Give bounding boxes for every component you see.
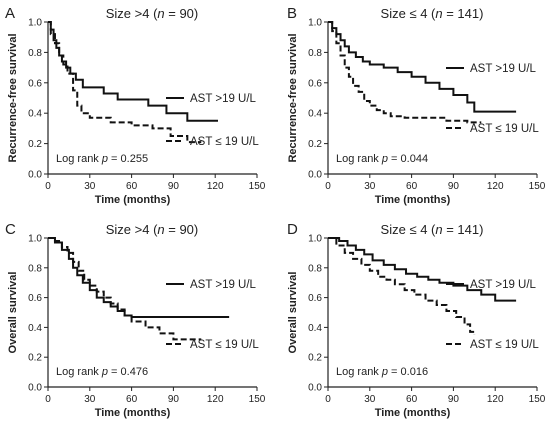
y-tick-label: 0.4	[308, 109, 322, 120]
legend-label: AST ≤ 19 U/L	[470, 123, 539, 135]
y-tick-label: 0.2	[28, 139, 42, 150]
x-axis-title: Time (months)	[95, 407, 171, 419]
panel-letter: D	[287, 221, 298, 238]
y-tick-label: 0.8	[308, 263, 322, 274]
x-tick-label: 60	[406, 181, 418, 192]
y-axis-title: Overall survival	[7, 272, 19, 354]
y-tick-label: 0.4	[28, 323, 42, 334]
legend-label: AST >19 U/L	[190, 93, 257, 105]
legend-label: AST ≤ 19 U/L	[190, 339, 259, 351]
y-axis-title: Recurrence-free survival	[287, 33, 299, 162]
panel-c: C Size >4 (n = 90) 0.0 0.2 0.4 0.6 0.8 1.0 0 30 60…	[5, 221, 266, 419]
y-axis-title: Overall survival	[287, 272, 299, 354]
x-tick-label: 90	[448, 394, 460, 405]
panel-title: Size >4 (n = 90)	[106, 6, 199, 21]
y-tick-label: 0.0	[308, 383, 322, 394]
y-tick-label: 0.2	[308, 139, 322, 150]
log-rank-annotation: Log rank p = 0.476	[56, 366, 148, 378]
log-rank-annotation: Log rank p = 0.016	[336, 366, 428, 378]
x-tick-label: 60	[126, 394, 138, 405]
x-axis-title: Time (months)	[375, 407, 451, 419]
y-tick-label: 0.4	[308, 323, 322, 334]
x-tick-label: 150	[529, 394, 546, 405]
x-tick-label: 30	[364, 181, 376, 192]
y-tick-label: 0.2	[28, 353, 42, 364]
y-tick-label: 0.6	[28, 78, 42, 89]
y-tick-label: 1.0	[28, 234, 42, 245]
x-tick-label: 30	[364, 394, 376, 405]
series-line-ast-low	[48, 21, 202, 144]
x-tick-label: 120	[207, 394, 224, 405]
x-tick-label: 0	[325, 181, 331, 192]
panel-letter: C	[5, 221, 16, 238]
x-tick-label: 30	[84, 394, 96, 405]
x-tick-label: 90	[448, 181, 460, 192]
x-tick-label: 90	[168, 181, 180, 192]
log-rank-annotation: Log rank p = 0.255	[56, 153, 148, 165]
legend-label: AST >19 U/L	[470, 279, 537, 291]
x-tick-label: 60	[406, 394, 418, 405]
x-tick-label: 90	[168, 394, 180, 405]
series-line-ast-low	[328, 21, 482, 124]
legend-label: AST >19 U/L	[470, 63, 537, 75]
y-tick-label: 0.6	[28, 293, 42, 304]
series-line-ast-high	[328, 21, 517, 113]
series-line-ast-low	[48, 237, 202, 341]
y-tick-label: 0.8	[308, 48, 322, 59]
log-rank-annotation: Log rank p = 0.044	[336, 153, 428, 165]
y-tick-label: 0.6	[308, 293, 322, 304]
x-tick-label: 150	[249, 181, 266, 192]
x-tick-label: 120	[487, 394, 504, 405]
x-tick-label: 30	[84, 181, 96, 192]
x-tick-label: 150	[249, 394, 266, 405]
panel-title: Size ≤ 4 (n = 141)	[381, 222, 484, 237]
series-line-ast-low	[328, 237, 476, 335]
panel-letter: A	[5, 5, 15, 22]
x-axis-title: Time (months)	[375, 194, 451, 206]
y-tick-label: 0.2	[308, 353, 322, 364]
y-tick-label: 1.0	[308, 234, 322, 245]
legend-label: AST ≤ 19 U/L	[470, 339, 539, 351]
y-tick-label: 0.0	[28, 170, 42, 181]
y-tick-label: 1.0	[28, 18, 42, 29]
panel-a: A Size >4 (n = 90) 0.0 0.2 0.4 0.6 0.8 1.0 0 30 60…	[5, 5, 266, 206]
legend-label: AST ≤ 19 U/L	[190, 136, 259, 148]
x-tick-label: 150	[529, 181, 546, 192]
y-tick-label: 0.4	[28, 109, 42, 120]
panel-b: B Size ≤ 4 (n = 141) 0.0 0.2 0.4 0.6 0.8 1.0 0 30…	[287, 5, 546, 206]
panel-title: Size >4 (n = 90)	[106, 222, 199, 237]
series-line-ast-high	[48, 21, 218, 122]
y-tick-label: 0.8	[28, 48, 42, 59]
legend-label: AST >19 U/L	[190, 279, 257, 291]
y-tick-label: 0.0	[308, 170, 322, 181]
x-tick-label: 0	[45, 181, 51, 192]
y-axis-title: Recurrence-free survival	[7, 33, 19, 162]
panel-title: Size ≤ 4 (n = 141)	[381, 6, 484, 21]
x-tick-label: 120	[487, 181, 504, 192]
y-tick-label: 1.0	[308, 18, 322, 29]
y-tick-label: 0.6	[308, 78, 322, 89]
panel-letter: B	[287, 5, 297, 22]
panel-d: D Size ≤ 4 (n = 141) 0.0 0.2 0.4 0.6 0.8 1.0 0 30…	[287, 221, 546, 419]
y-tick-label: 0.8	[28, 263, 42, 274]
x-tick-label: 60	[126, 181, 138, 192]
series-line-ast-high	[328, 237, 517, 302]
y-tick-label: 0.0	[28, 383, 42, 394]
series-line-ast-high	[48, 237, 230, 318]
x-tick-label: 120	[207, 181, 224, 192]
x-tick-label: 0	[45, 394, 51, 405]
x-axis-title: Time (months)	[95, 194, 171, 206]
x-tick-label: 0	[325, 394, 331, 405]
